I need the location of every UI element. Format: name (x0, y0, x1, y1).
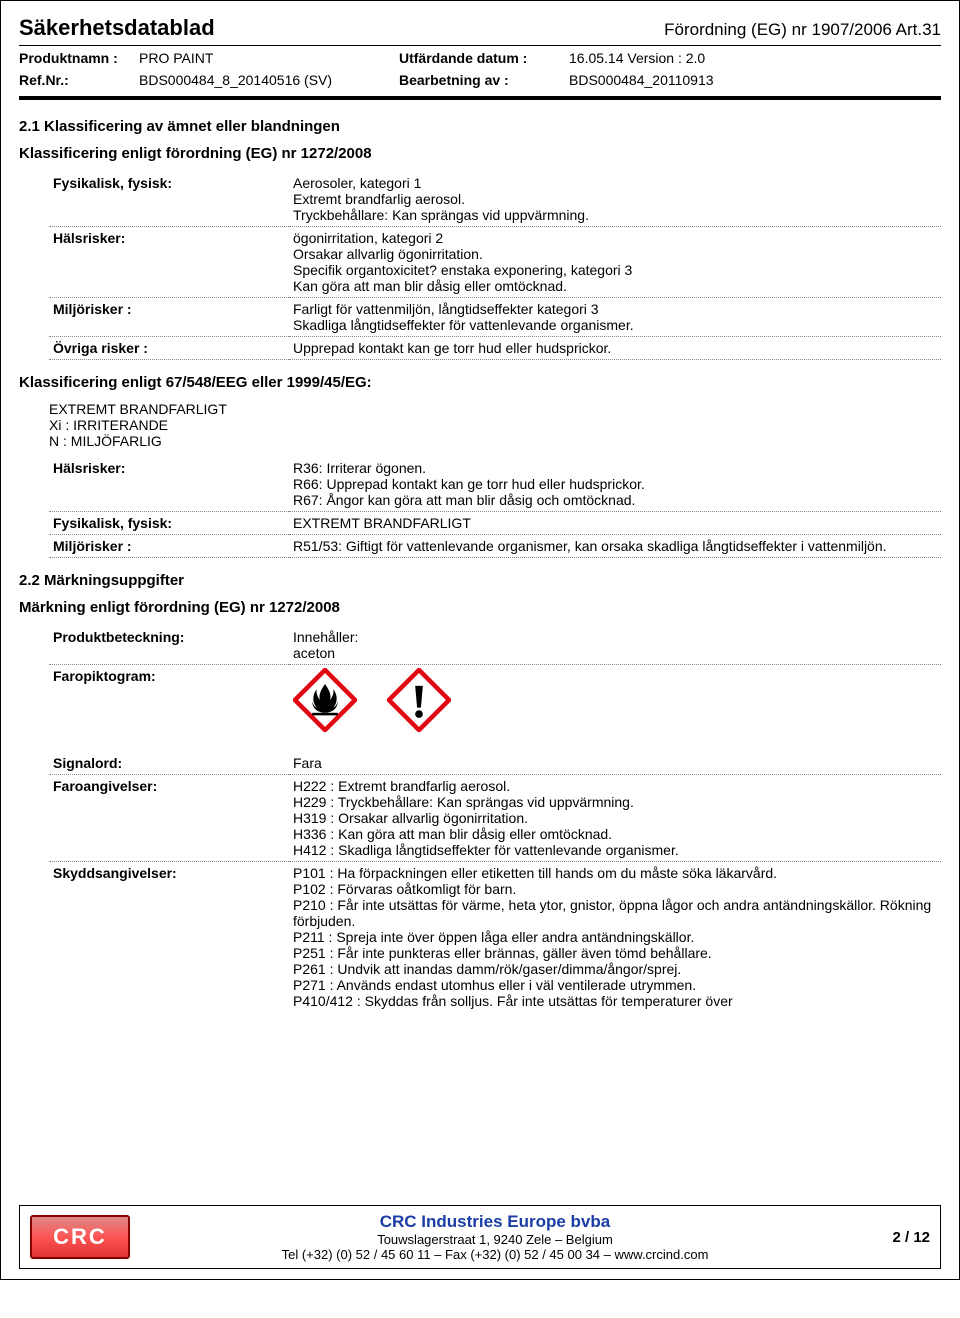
crc-logo: CRC (30, 1215, 130, 1259)
row-value: Farligt för vattenmiljön, långtidseffekt… (289, 298, 941, 337)
footer-address: Touwslagerstraat 1, 9240 Zele – Belgium (140, 1232, 850, 1247)
row-key: Hälsrisker: (49, 227, 289, 298)
row-key: Faropiktogram: (49, 665, 289, 739)
row-key: Skyddsangivelser: (49, 862, 289, 1013)
product-value: PRO PAINT (139, 50, 399, 66)
section-2-2-title: 2.2 Märkningsuppgifter (19, 572, 941, 589)
row-key: Miljörisker : (49, 298, 289, 337)
row-key: Hälsrisker: (49, 457, 289, 512)
ghs-flame-icon (293, 668, 357, 735)
table-row: Fysikalisk, fysisk:EXTREMT BRANDFARLIGT (49, 512, 941, 535)
row-value: Aerosoler, kategori 1Extremt brandfarlig… (289, 172, 941, 227)
row-key: Signalord: (49, 752, 289, 775)
statements-table: Signalord:FaraFaroangivelser:H222 : Extr… (49, 752, 941, 1012)
row-value (289, 665, 941, 739)
row-value: Innehåller:aceton (289, 626, 941, 665)
row-key: Miljörisker : (49, 535, 289, 558)
row-key: Faroangivelser: (49, 775, 289, 862)
labelling-table: Produktbeteckning:Innehåller:acetonFarop… (49, 626, 941, 738)
table-row: Hälsrisker:R36: Irriterar ögonen.R66: Up… (49, 457, 941, 512)
issued-value: 16.05.14 Version : 2.0 (569, 50, 941, 66)
refnr-label: Ref.Nr.: (19, 72, 139, 88)
row-value: R51/53: Giftigt för vattenlevande organi… (289, 535, 941, 558)
content-body: 2.1 Klassificering av ämnet eller blandn… (19, 114, 941, 1195)
list-item: Xi : IRRITERANDE (49, 417, 941, 433)
section-2-1-sub1: Klassificering enligt förordning (EG) nr… (19, 145, 941, 162)
divider-thick (19, 96, 941, 100)
product-label: Produktnamn : (19, 50, 139, 66)
page-header: Säkerhetsdatablad Förordning (EG) nr 190… (19, 13, 941, 45)
row-value: R36: Irriterar ögonen.R66: Upprepad kont… (289, 457, 941, 512)
section-2-2-sub: Märkning enligt förordning (EG) nr 1272/… (19, 599, 941, 616)
list-item: N : MILJÖFARLIG (49, 433, 941, 449)
table-row: Faroangivelser:H222 : Extremt brandfarli… (49, 775, 941, 862)
row-key: Övriga risker : (49, 337, 289, 360)
row-key: Fysikalisk, fysisk: (49, 512, 289, 535)
row-key: Produktbeteckning: (49, 626, 289, 665)
refnr-value: BDS000484_8_20140516 (SV) (139, 72, 399, 88)
table-row: Fysikalisk, fysisk:Aerosoler, kategori 1… (49, 172, 941, 227)
table-row: Miljörisker :Farligt för vattenmiljön, l… (49, 298, 941, 337)
row-value: Upprepad kontakt kan ge torr hud eller h… (289, 337, 941, 360)
row-value: ögonirritation, kategori 2Orsakar allvar… (289, 227, 941, 298)
page-footer: CRC CRC Industries Europe bvba Touwslage… (19, 1205, 941, 1269)
regulation-text: Förordning (EG) nr 1907/2006 Art.31 (664, 20, 941, 40)
issued-label: Utfärdande datum : (399, 50, 569, 66)
section-2-1-title: 2.1 Klassificering av ämnet eller blandn… (19, 118, 941, 135)
footer-center: CRC Industries Europe bvba Touwslagerstr… (140, 1212, 850, 1262)
page-number: 2 / 12 (850, 1229, 930, 1246)
row-value: P101 : Ha förpackningen eller etiketten … (289, 862, 941, 1013)
footer-company: CRC Industries Europe bvba (140, 1212, 850, 1232)
table-row: Miljörisker :R51/53: Giftigt för vattenl… (49, 535, 941, 558)
table-row: Signalord:Fara (49, 752, 941, 775)
processed-label: Bearbetning av : (399, 72, 569, 88)
table-row: Produktbeteckning:Innehåller:aceton (49, 626, 941, 665)
row-value: EXTREMT BRANDFARLIGT (289, 512, 941, 535)
table-row: Faropiktogram: (49, 665, 941, 739)
table-row: Övriga risker :Upprepad kontakt kan ge t… (49, 337, 941, 360)
ghs-exclamation-icon (387, 668, 451, 735)
list-item: EXTREMT BRANDFARLIGT (49, 401, 941, 417)
classification-table-dsd: Hälsrisker:R36: Irriterar ögonen.R66: Up… (49, 457, 941, 558)
classification-table-clp: Fysikalisk, fysisk:Aerosoler, kategori 1… (49, 172, 941, 360)
row-key: Fysikalisk, fysisk: (49, 172, 289, 227)
footer-telephone: Tel (+32) (0) 52 / 45 60 11 – Fax (+32) … (140, 1247, 850, 1262)
section-2-1-sub2: Klassificering enligt 67/548/EEG eller 1… (19, 374, 941, 391)
document-page: Säkerhetsdatablad Förordning (EG) nr 190… (0, 0, 960, 1280)
meta-row-2: Ref.Nr.: BDS000484_8_20140516 (SV) Bearb… (19, 68, 941, 90)
table-row: Hälsrisker:ögonirritation, kategori 2Ors… (49, 227, 941, 298)
old-classification-list: EXTREMT BRANDFARLIGTXi : IRRITERANDEN : … (49, 401, 941, 449)
table-row: Skyddsangivelser:P101 : Ha förpackningen… (49, 862, 941, 1013)
row-value: H222 : Extremt brandfarlig aerosol.H229 … (289, 775, 941, 862)
meta-row-1: Produktnamn : PRO PAINT Utfärdande datum… (19, 46, 941, 68)
document-title: Säkerhetsdatablad (19, 15, 215, 41)
row-value: Fara (289, 752, 941, 775)
processed-value: BDS000484_20110913 (569, 72, 941, 88)
